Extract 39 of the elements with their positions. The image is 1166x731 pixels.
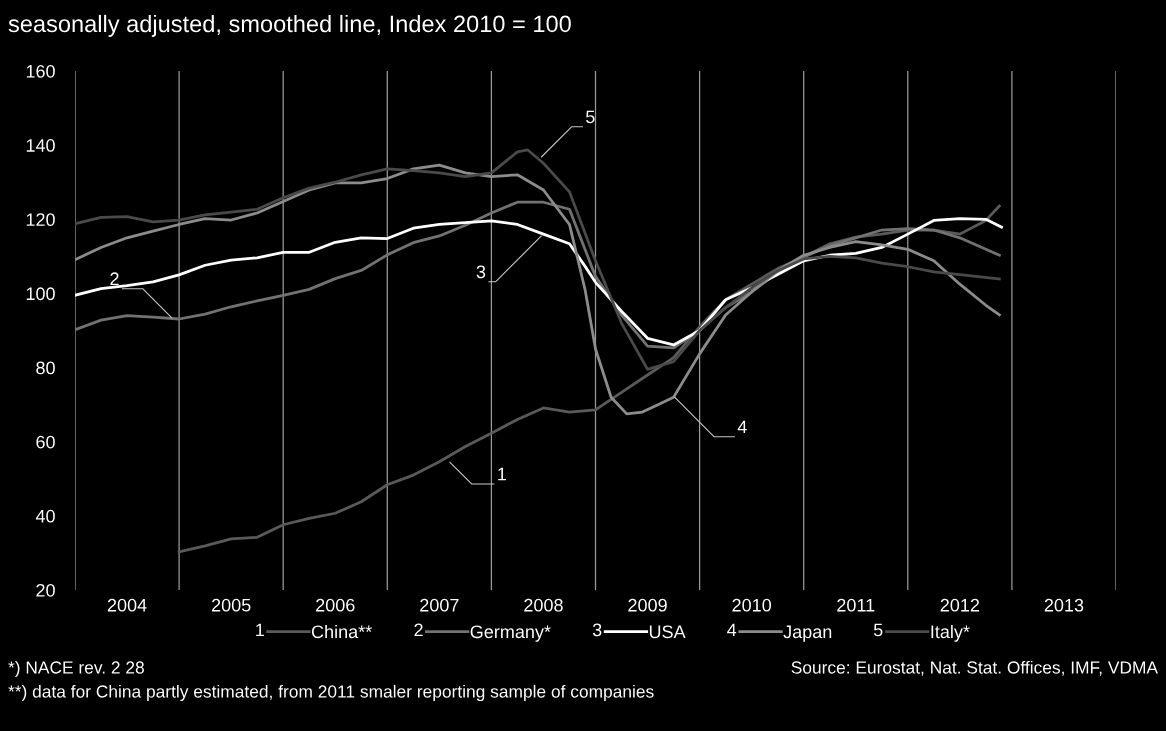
line-series [75, 163, 1001, 416]
y-tick-label: 160 [26, 64, 55, 78]
text: 1 [256, 623, 264, 637]
y-tick-label: 140 [26, 139, 55, 152]
x-tick-label: 2008 [524, 598, 563, 612]
chart-title: seasonally adjusted, smoothed line, Index 2010 = 100 [8, 14, 571, 37]
legend-label: USA [649, 625, 686, 639]
y-tick-label: 20 [36, 583, 55, 597]
text: *) NACE rev. 2 28 [8, 660, 144, 678]
y-tick-label: 60 [36, 435, 55, 449]
y-tick-label: 100 [26, 287, 55, 301]
x-tick-label: 2011 [837, 598, 875, 612]
annotation: 1 [498, 467, 506, 481]
source-note: Source: Eurostat, Nat. Stat. Offices, IMF, VDMA [791, 660, 1158, 676]
y-tick-label: 80 [36, 361, 55, 375]
y-tick-label: 40 [35, 509, 55, 523]
x-tick-label: 2004 [107, 598, 147, 612]
text: 5 [873, 623, 883, 637]
annotation: 5 [586, 110, 595, 124]
legend-label: China** [311, 624, 372, 639]
text: 3 [592, 623, 602, 637]
legend-label: Germany* [470, 625, 551, 642]
annotation: 4 [737, 420, 747, 434]
x-tick-label: 2010 [732, 598, 772, 612]
y-tick-label: 120 [26, 213, 55, 227]
legend-label: Japan [783, 625, 832, 642]
x-tick-label: 2005 [211, 598, 251, 612]
annotation: 3 [476, 265, 486, 279]
annotation: 2 [110, 272, 119, 285]
x-tick-label: 2007 [420, 598, 459, 612]
text: **) data for China partly estimated, from 2011 smaler reporting sample of companies [8, 684, 654, 702]
x-tick-label: 2009 [628, 598, 667, 612]
line-series [75, 148, 1001, 371]
legend-label: Italy* [931, 624, 970, 642]
x-tick-label: 2012 [940, 598, 980, 612]
x-tick-label: 2006 [316, 598, 355, 612]
x-tick-label: 2013 [1044, 598, 1084, 612]
text: 4 [727, 623, 737, 637]
text: 2 [414, 623, 423, 637]
